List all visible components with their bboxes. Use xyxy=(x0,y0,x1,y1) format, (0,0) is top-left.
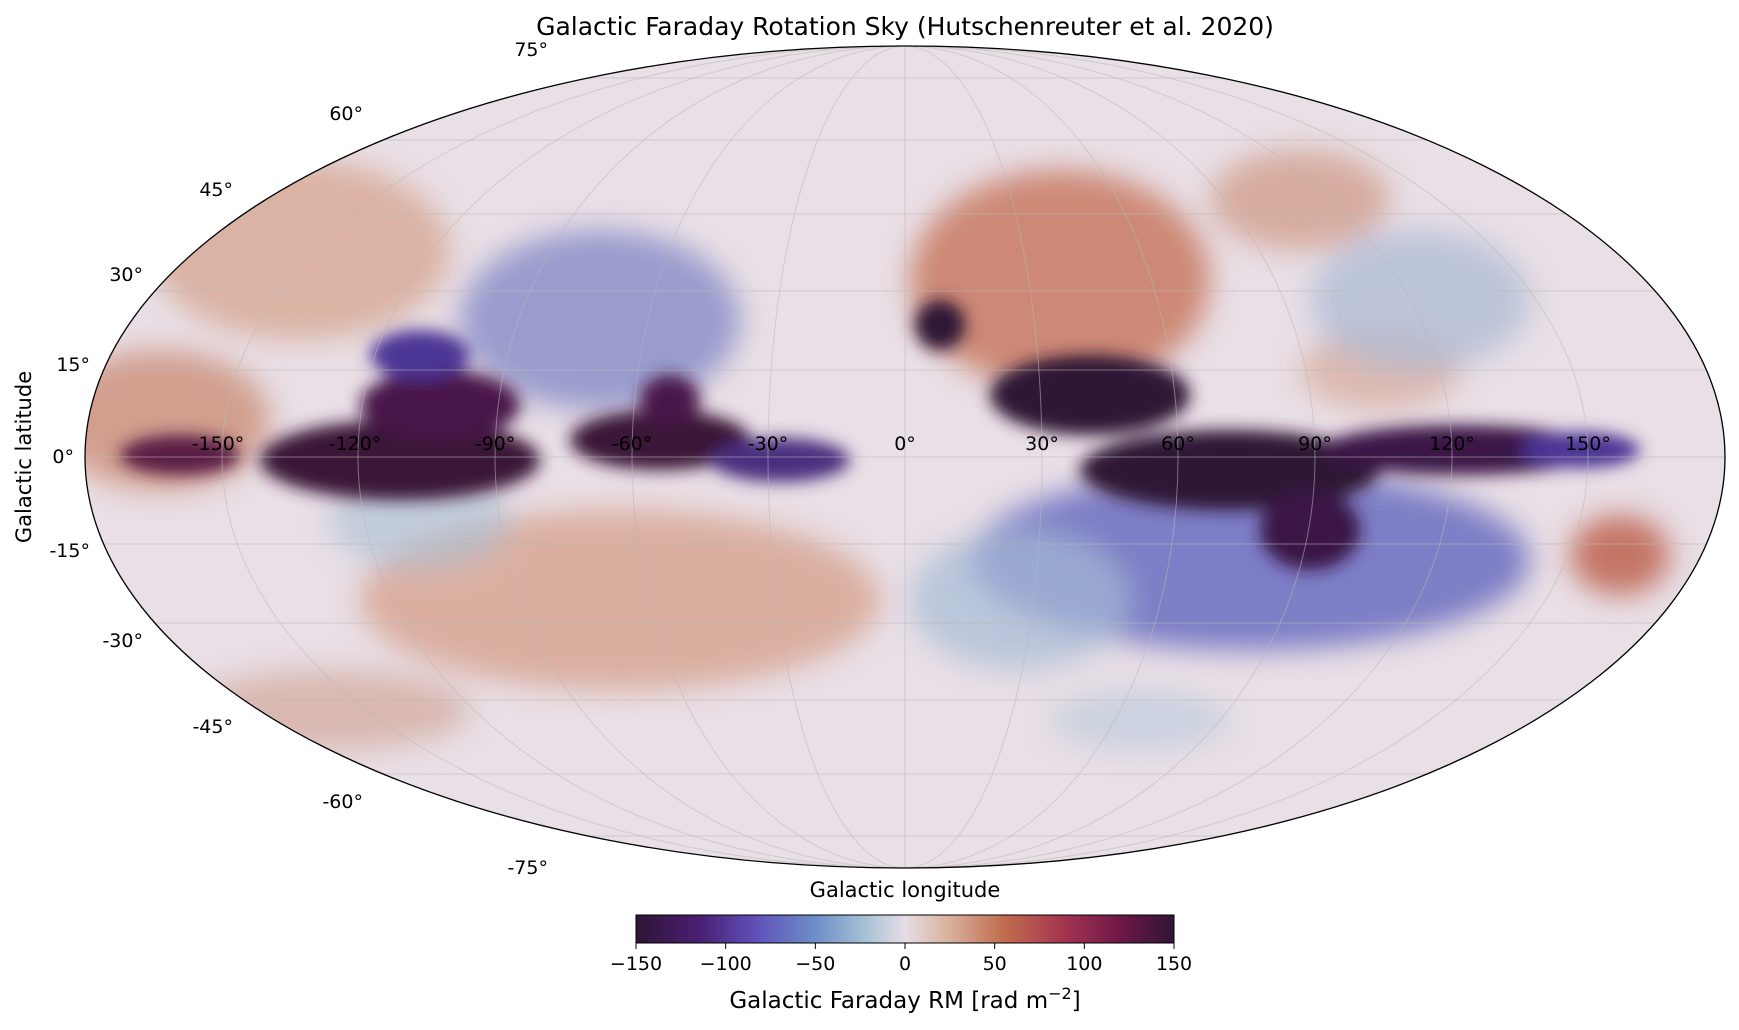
x-tick-label: 0° xyxy=(894,433,916,455)
y-tick-label: 0° xyxy=(52,446,74,468)
y-tick-label: 75° xyxy=(514,39,548,61)
colorbar-tick-label: 150 xyxy=(1156,953,1192,975)
y-tick-label: -75° xyxy=(507,857,548,879)
colorbar-ticks: −150 −100 −50 0 50 100 150 xyxy=(610,943,1192,975)
y-tick-label: -15° xyxy=(49,540,90,562)
y-tick-label: 60° xyxy=(329,103,363,125)
colorbar-label-end: ] xyxy=(1072,988,1081,1014)
x-tick-label: -120° xyxy=(329,433,382,455)
colorbar-tick-label: −150 xyxy=(610,953,662,975)
y-tick-label: 30° xyxy=(109,264,143,286)
y-axis-label: Galactic latitude xyxy=(12,371,36,543)
y-tick-label: 45° xyxy=(199,179,233,201)
y-tick-label: 15° xyxy=(56,354,90,376)
colorbar: −150 −100 −50 0 50 100 150 Galactic Faraday RM… xyxy=(610,914,1192,1014)
colorbar-tick-label: −50 xyxy=(795,953,835,975)
x-axis-label: Galactic longitude xyxy=(810,878,1001,902)
x-tick-label: -30° xyxy=(748,433,789,455)
y-tick-label: -45° xyxy=(192,716,233,738)
colorbar-label: Galactic Faraday RM [rad m−2] xyxy=(729,984,1080,1014)
chart-title: Galactic Faraday Rotation Sky (Hutschenr… xyxy=(536,12,1274,41)
x-tick-labels: -150° -120° -90° -60° -30° 0° 30° 60° 90… xyxy=(192,433,1611,455)
colorbar-tick-label: −100 xyxy=(700,953,752,975)
y-tick-label: -60° xyxy=(322,791,363,813)
colorbar-tick-label: 100 xyxy=(1066,953,1102,975)
sky-map xyxy=(85,46,1725,868)
x-tick-label: 150° xyxy=(1565,433,1611,455)
y-tick-labels: 75° 60° 45° 30° 15° 0° -15° -30° -45° -6… xyxy=(49,39,548,879)
sky-boundary xyxy=(84,45,1726,869)
x-tick-label: -90° xyxy=(475,433,516,455)
colorbar-label-main: Galactic Faraday RM [rad m xyxy=(729,988,1048,1014)
colorbar-tick-label: 50 xyxy=(983,953,1007,975)
x-tick-label: -60° xyxy=(612,433,653,455)
x-tick-label: 30° xyxy=(1025,433,1059,455)
x-tick-label: 90° xyxy=(1298,433,1332,455)
longitude-grid xyxy=(221,46,1589,868)
colorbar-gradient xyxy=(635,914,1175,944)
colorbar-tick-label: 0 xyxy=(899,953,911,975)
x-tick-label: 120° xyxy=(1429,433,1475,455)
y-tick-label: -30° xyxy=(102,630,143,652)
x-tick-label: 60° xyxy=(1161,433,1195,455)
colorbar-label-sup: −2 xyxy=(1048,984,1072,1003)
x-tick-label: -150° xyxy=(192,433,245,455)
